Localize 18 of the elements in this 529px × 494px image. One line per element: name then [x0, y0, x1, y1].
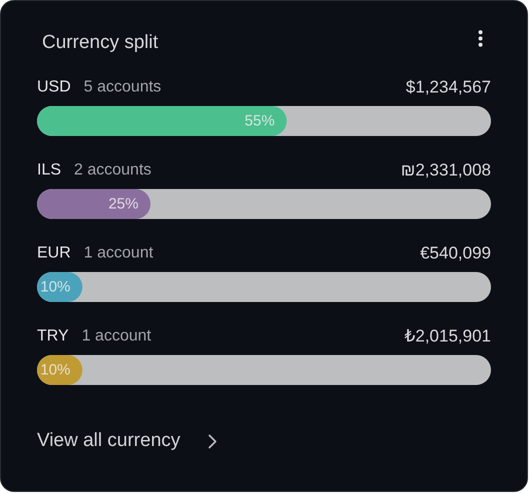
annotation: €540,099 [420, 244, 491, 262]
data-label: 25% [108, 196, 138, 212]
annotation: 1 account [84, 244, 154, 262]
annotation: ₪2,331,008 [400, 160, 491, 180]
annotation: ₺2,015,901 [404, 326, 491, 346]
data-label: 55% [244, 112, 275, 130]
annotation: 1 account [82, 328, 152, 344]
chart-title: Currency split [42, 32, 159, 53]
data-label: 10% [40, 362, 70, 378]
y-tick-label: TRY [37, 328, 70, 344]
annotation: 2 accounts [74, 162, 152, 178]
y-tick-label: ILS [37, 162, 62, 178]
data-label: 10% [40, 278, 70, 296]
annotation: $1,234,567 [406, 78, 491, 96]
y-tick-label: EUR [37, 244, 71, 262]
annotation: 5 accounts [84, 78, 162, 96]
y-tick-label: USD [37, 78, 71, 96]
text: View all currency [37, 429, 180, 453]
